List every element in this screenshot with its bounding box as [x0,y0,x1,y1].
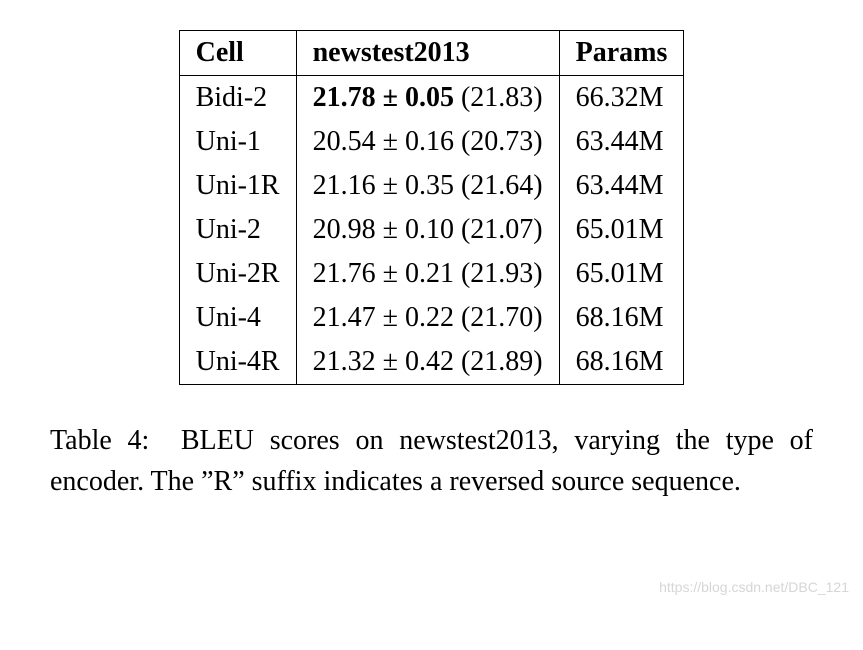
score-paren: (20.73) [454,126,543,157]
cell-name: Bidi-2 [179,76,296,121]
cell-params: 65.01M [559,208,684,252]
cell-score: 21.47 ± 0.22 (21.70) [296,296,559,340]
col-header-cell: Cell [179,31,296,76]
cell-name: Uni-4 [179,296,296,340]
cell-name: Uni-2R [179,252,296,296]
score-mean-pm: 20.98 ± 0.10 [313,214,454,245]
table-row: Uni-1R21.16 ± 0.35 (21.64)63.44M [179,164,684,208]
score-mean-pm: 21.76 ± 0.21 [313,258,454,289]
col-header-newstest: newstest2013 [296,31,559,76]
score-paren: (21.64) [454,170,543,201]
cell-name: Uni-1 [179,120,296,164]
score-paren: (21.89) [454,346,543,377]
table-row: Uni-2R21.76 ± 0.21 (21.93)65.01M [179,252,684,296]
caption-label: Table 4: [50,425,149,456]
cell-params: 63.44M [559,164,684,208]
score-paren: (21.83) [454,82,543,113]
results-table: Cell newstest2013 Params Bidi-221.78 ± 0… [179,30,685,385]
cell-name: Uni-4R [179,340,296,385]
score-mean-pm: 21.78 ± 0.05 [313,82,454,113]
table-row: Bidi-221.78 ± 0.05 (21.83)66.32M [179,76,684,121]
score-mean-pm: 21.32 ± 0.42 [313,346,454,377]
cell-params: 68.16M [559,340,684,385]
cell-params: 68.16M [559,296,684,340]
table-caption: Table 4: BLEU scores on newstest2013, va… [40,421,823,502]
table-row: Uni-120.54 ± 0.16 (20.73)63.44M [179,120,684,164]
score-mean-pm: 21.16 ± 0.35 [313,170,454,201]
cell-params: 66.32M [559,76,684,121]
cell-name: Uni-2 [179,208,296,252]
cell-score: 21.76 ± 0.21 (21.93) [296,252,559,296]
score-paren: (21.93) [454,258,543,289]
watermark-text: https://blog.csdn.net/DBC_121 [659,579,849,595]
table-body: Bidi-221.78 ± 0.05 (21.83)66.32MUni-120.… [179,76,684,385]
score-paren: (21.07) [454,214,543,245]
caption-text: BLEU scores on newstest2013, varying the… [50,425,813,497]
cell-params: 65.01M [559,252,684,296]
cell-score: 20.98 ± 0.10 (21.07) [296,208,559,252]
cell-score: 21.78 ± 0.05 (21.83) [296,76,559,121]
cell-score: 20.54 ± 0.16 (20.73) [296,120,559,164]
table-row: Uni-4R21.32 ± 0.42 (21.89)68.16M [179,340,684,385]
table-row: Uni-220.98 ± 0.10 (21.07)65.01M [179,208,684,252]
cell-params: 63.44M [559,120,684,164]
cell-name: Uni-1R [179,164,296,208]
cell-score: 21.16 ± 0.35 (21.64) [296,164,559,208]
col-header-params: Params [559,31,684,76]
cell-score: 21.32 ± 0.42 (21.89) [296,340,559,385]
score-paren: (21.70) [454,302,543,333]
score-mean-pm: 20.54 ± 0.16 [313,126,454,157]
score-mean-pm: 21.47 ± 0.22 [313,302,454,333]
table-row: Uni-421.47 ± 0.22 (21.70)68.16M [179,296,684,340]
table-header-row: Cell newstest2013 Params [179,31,684,76]
